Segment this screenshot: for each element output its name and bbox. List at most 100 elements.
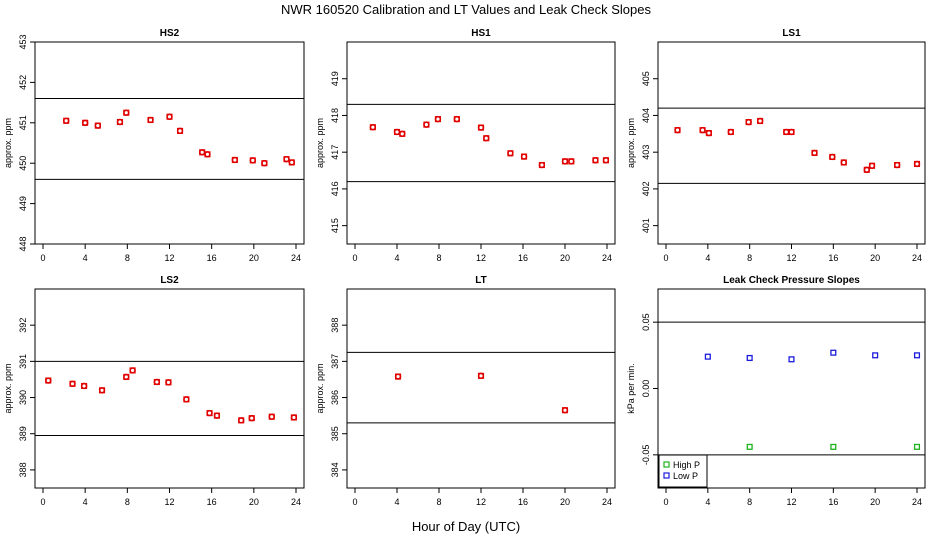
x-tick-label: 0 — [40, 253, 45, 263]
data-point — [453, 115, 461, 123]
panel-title: LT — [475, 275, 486, 286]
x-tick-label: 0 — [663, 497, 668, 507]
panel-ylabel: approx. ppm — [315, 118, 325, 168]
panel-frame — [34, 41, 305, 245]
data-point — [840, 159, 847, 166]
y-tick-label: 388 — [18, 462, 28, 477]
panel-title: LS1 — [782, 28, 801, 39]
data-point — [116, 118, 124, 126]
data-point — [213, 412, 221, 419]
data-point — [477, 372, 485, 380]
panel-ylabel: approx. ppm — [3, 118, 13, 168]
data-point-square — [745, 119, 752, 126]
data-point — [913, 160, 921, 168]
panel-frame — [346, 41, 616, 245]
data-point — [394, 373, 402, 380]
data-point — [783, 128, 790, 136]
y-tick-label: 388 — [330, 318, 340, 333]
y-tick-label: 0.05 — [641, 313, 651, 331]
x-tick-label: 16 — [518, 497, 528, 507]
data-point-square — [166, 113, 173, 120]
data-point — [863, 166, 870, 174]
y-tick-label: 451 — [18, 115, 28, 130]
y-tick-label: 448 — [18, 236, 28, 251]
data-point-square — [894, 161, 901, 169]
data-point — [745, 118, 752, 126]
data-point — [153, 378, 161, 386]
panel-frame — [34, 288, 305, 489]
data-point-square — [98, 387, 106, 394]
data-point — [204, 151, 211, 158]
x-tick-label: 12 — [786, 253, 796, 263]
data-point — [206, 409, 213, 417]
x-tick-label: 24 — [291, 497, 301, 507]
x-tick-label: 20 — [560, 497, 570, 507]
y-tick-label: 403 — [641, 145, 651, 160]
data-point — [393, 128, 401, 136]
data-point-square — [45, 377, 52, 384]
x-tick-label: 12 — [164, 253, 174, 263]
data-point-square — [453, 116, 460, 123]
figure-xlabel: Hour of Day (UTC) — [412, 519, 520, 534]
x-tick-label: 24 — [912, 253, 922, 263]
x-tick-label: 20 — [249, 253, 259, 263]
data-point-square — [204, 151, 211, 158]
data-point — [231, 156, 239, 164]
data-point-square — [94, 122, 101, 129]
x-tick-label: 16 — [207, 253, 217, 263]
data-point-high-p — [913, 443, 921, 450]
x-tick-label: 16 — [828, 253, 838, 263]
data-point — [268, 413, 275, 420]
y-tick-label: 416 — [330, 181, 340, 196]
y-tick-label: 385 — [330, 426, 340, 441]
y-tick-label: 418 — [330, 108, 340, 123]
x-tick-label: 4 — [83, 253, 88, 263]
y-tick-label: 389 — [18, 426, 28, 441]
legend-box — [658, 454, 708, 488]
data-point — [62, 117, 70, 124]
data-point-low-p — [788, 356, 795, 363]
data-point-square — [483, 135, 490, 142]
y-tick-label: 384 — [330, 462, 340, 477]
data-point — [538, 161, 546, 169]
panel-frame — [657, 288, 926, 489]
data-point — [699, 126, 706, 134]
y-tick-label: 390 — [18, 390, 28, 405]
data-point-low-p — [872, 352, 879, 359]
data-point — [483, 135, 490, 142]
data-point — [592, 157, 599, 164]
x-tick-label: 8 — [125, 497, 130, 507]
data-point-square — [69, 380, 76, 387]
data-point-square — [116, 118, 124, 126]
legend-entry: High P — [673, 460, 700, 470]
x-tick-label: 20 — [560, 253, 570, 263]
data-point-square — [477, 124, 485, 131]
data-point — [602, 157, 610, 164]
x-tick-label: 24 — [291, 253, 301, 263]
x-tick-label: 12 — [164, 497, 174, 507]
x-tick-label: 8 — [747, 497, 752, 507]
data-point — [561, 158, 569, 165]
data-point — [261, 160, 268, 167]
data-point-square — [213, 412, 220, 419]
data-point-square — [602, 157, 609, 164]
data-point — [756, 117, 764, 125]
x-tick-label: 16 — [207, 497, 217, 507]
panel-0: HS2 approx. ppm 0 4 8 12 16 20 24 448 449 450 451 452… — [3, 28, 305, 263]
data-point — [477, 124, 485, 131]
data-point-square — [123, 109, 130, 116]
data-point-square — [288, 159, 295, 166]
data-point-square — [248, 415, 255, 422]
x-tick-label: 4 — [394, 497, 399, 507]
data-point — [811, 149, 818, 157]
data-point-square — [674, 127, 681, 134]
panel-5: Leak Check Pressure Slopes kPa per min. 0 4… — [626, 275, 926, 507]
x-tick-label: 16 — [828, 497, 838, 507]
panel-title: Leak Check Pressure Slopes — [723, 275, 860, 286]
data-point-square — [507, 150, 514, 157]
data-point — [249, 157, 256, 164]
x-tick-label: 12 — [476, 497, 486, 507]
panel-frame — [657, 41, 926, 245]
